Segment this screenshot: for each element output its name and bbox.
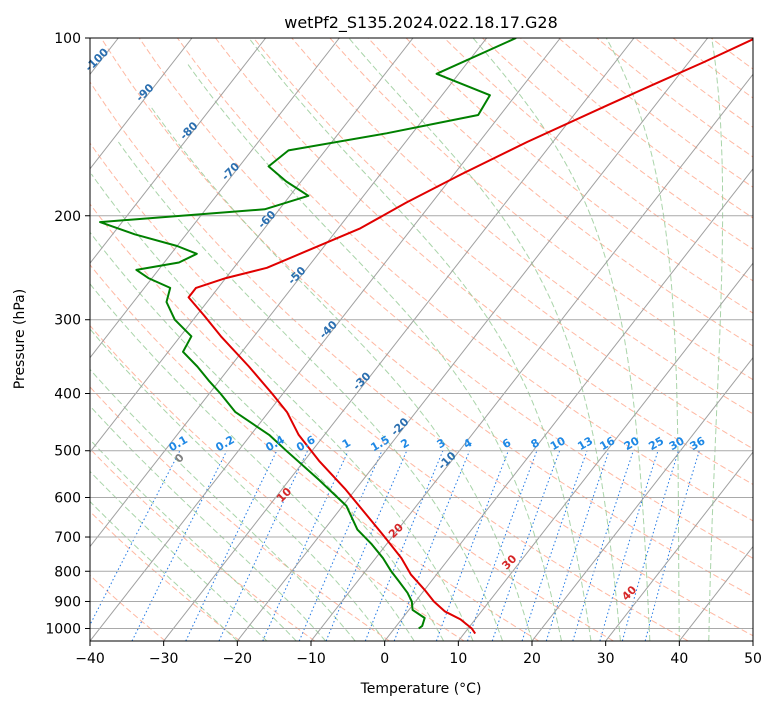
- isotherm: [90, 38, 193, 170]
- background-lines: [90, 38, 753, 641]
- x-tick-label: 50: [744, 651, 762, 667]
- moist-adiabat: [248, 38, 592, 641]
- dry-adiabat: [90, 510, 241, 641]
- mixing-ratio-line: [298, 450, 383, 641]
- dewpoint-profile-line: [99, 38, 517, 630]
- mixing-ratio-line: [467, 450, 538, 641]
- dry-adiabat: [100, 38, 753, 598]
- dry-adiabat: [367, 38, 753, 347]
- mixing-ratio-line: [325, 450, 408, 641]
- chart-title: wetPf2_S135.2024.022.18.17.G28: [284, 13, 558, 33]
- moist-adiabat: [90, 368, 356, 641]
- moist-adiabat: [149, 105, 533, 641]
- mixing-ratio-line: [599, 450, 659, 641]
- mixing-ratio-line: [491, 450, 561, 641]
- moist-adiabat: [708, 38, 724, 641]
- y-tick-label: 400: [54, 387, 81, 403]
- isotherm: [457, 262, 753, 641]
- mixing-ratio-line: [545, 450, 610, 641]
- isotherm: [90, 38, 340, 359]
- x-tick-label: −40: [75, 651, 105, 667]
- mixing-ratio-line: [621, 450, 679, 641]
- isotherm: [90, 38, 488, 548]
- mixing-ratio-line: [521, 450, 588, 641]
- dry-adiabat: [90, 324, 465, 641]
- moist-adiabat: [348, 38, 621, 641]
- plot-frame: [89, 37, 754, 642]
- x-tick-label: −20: [223, 651, 253, 667]
- moist-adiabat: [90, 405, 327, 641]
- x-tick-label: 30: [597, 651, 615, 667]
- mixing-ratio-line: [435, 450, 509, 641]
- y-tick-label: 300: [54, 313, 81, 329]
- moist-adiabat: [90, 173, 474, 641]
- dry-adiabat: [253, 38, 753, 450]
- dry-adiabat: [90, 386, 390, 641]
- isotherm: [90, 38, 561, 641]
- y-tick-label: 900: [54, 594, 81, 610]
- y-tick-label: 600: [54, 490, 81, 506]
- isotherm: [236, 38, 709, 641]
- mixing-ratio-line: [90, 450, 181, 627]
- x-tick-label: −10: [296, 651, 326, 667]
- y-tick-label: 800: [54, 564, 81, 580]
- isotherm: [310, 73, 753, 641]
- moist-adiabat: [605, 38, 680, 641]
- moist-adiabat: [90, 328, 386, 641]
- x-tick-label: 0: [380, 651, 389, 667]
- dry-adiabat: [176, 38, 753, 522]
- x-axis-label: Temperature (°C): [360, 681, 482, 697]
- y-tick-label: 200: [54, 209, 81, 225]
- isotherm: [384, 167, 753, 641]
- mixing-ratio-line: [572, 450, 634, 641]
- y-tick-label: 500: [54, 444, 81, 460]
- dry-adiabat: [291, 38, 753, 415]
- isotherm: [163, 38, 635, 641]
- mixing-ratio-line: [364, 450, 444, 641]
- moist-adiabat: [90, 283, 415, 641]
- y-tick-label: 100: [54, 31, 81, 47]
- dry-adiabat: [138, 38, 753, 559]
- mixing-ratio-line: [262, 450, 349, 641]
- isotherm: [90, 38, 267, 265]
- x-tick-label: 20: [523, 651, 541, 667]
- x-tick-label: 10: [449, 651, 467, 667]
- moist-adiabat: [186, 62, 562, 641]
- x-tick-label: −30: [149, 651, 179, 667]
- temperature-profile-line: [187, 38, 753, 635]
- x-tick-label: 40: [670, 651, 688, 667]
- axes: −40 −30 −20 −10 0 10 20 30 40 50 100 200 300 400 500 60…: [45, 31, 762, 667]
- y-axis-label: Pressure (hPa): [12, 289, 28, 389]
- moist-adiabat: [90, 470, 268, 641]
- isotherm: [605, 451, 753, 641]
- dry-adiabat: [90, 574, 166, 641]
- profile-lines: [99, 38, 753, 635]
- isotherm: [531, 356, 753, 641]
- dry-adiabat: [90, 142, 689, 641]
- isotherm: [90, 38, 414, 453]
- moist-adiabat: [90, 500, 238, 641]
- y-tick-label: 1000: [45, 621, 81, 637]
- moist-adiabat: [472, 38, 651, 641]
- y-tick-label: 700: [54, 530, 81, 546]
- dry-adiabat: [90, 264, 540, 641]
